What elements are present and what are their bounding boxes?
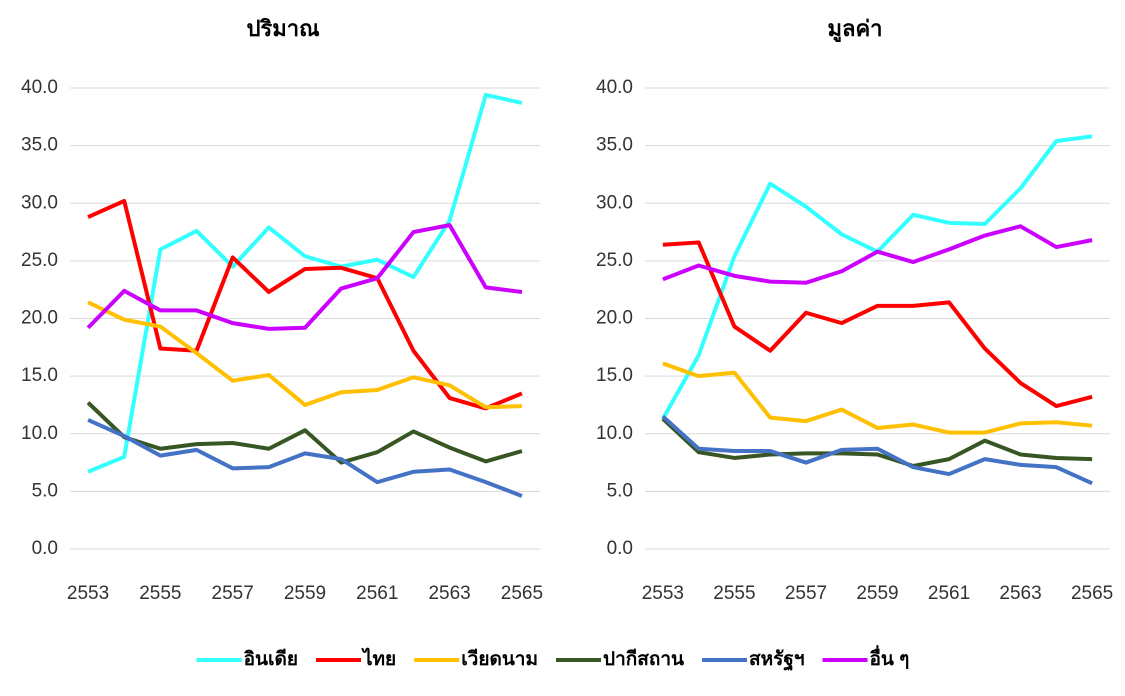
series-line xyxy=(86,401,523,465)
series-line xyxy=(662,224,1093,285)
chart-title: ปริมาณ xyxy=(246,16,319,41)
x-tick-label: 2557 xyxy=(785,583,827,604)
series-line xyxy=(87,418,523,498)
series-line xyxy=(661,414,1093,486)
legend-label: สหรัฐฯ xyxy=(749,649,804,672)
x-tick-label: 2559 xyxy=(284,583,326,604)
y-tick-label: 30.0 xyxy=(596,192,633,213)
series-line xyxy=(661,417,1093,469)
x-tick-label: 2559 xyxy=(856,583,898,604)
x-tick-label: 2553 xyxy=(67,583,109,604)
legend-label: อื่น ๆ xyxy=(870,645,910,670)
y-tick-label: 25.0 xyxy=(21,250,58,271)
x-tick-label: 2565 xyxy=(1071,583,1113,604)
legend-label: อินเดีย xyxy=(244,648,298,670)
y-tick-label: 40.0 xyxy=(21,77,58,98)
series-line xyxy=(87,198,523,411)
y-tick-label: 35.0 xyxy=(596,135,633,156)
series-line xyxy=(662,240,1093,409)
y-tick-label: 20.0 xyxy=(21,308,58,329)
y-tick-label: 40.0 xyxy=(596,77,633,98)
x-tick-label: 2557 xyxy=(212,583,254,604)
x-tick-label: 2561 xyxy=(356,583,398,604)
y-tick-label: 5.0 xyxy=(607,480,633,501)
legend-label: ปากีสถาน xyxy=(603,648,684,670)
x-tick-label: 2563 xyxy=(999,583,1041,604)
y-tick-label: 5.0 xyxy=(32,480,58,501)
y-tick-label: 35.0 xyxy=(21,135,58,156)
y-tick-label: 25.0 xyxy=(596,250,633,271)
y-tick-label: 0.0 xyxy=(32,538,58,559)
y-tick-label: 30.0 xyxy=(21,192,58,213)
x-tick-label: 2555 xyxy=(713,583,755,604)
y-tick-label: 20.0 xyxy=(596,308,633,329)
x-tick-label: 2561 xyxy=(928,583,970,604)
legend-label: เวียดนาม xyxy=(461,648,538,670)
x-tick-label: 2563 xyxy=(428,583,470,604)
chart-title: มูลค่า xyxy=(827,16,882,43)
legend-label: ไทย xyxy=(361,647,396,670)
y-tick-label: 15.0 xyxy=(21,365,58,386)
y-tick-label: 10.0 xyxy=(596,423,633,444)
series-line xyxy=(87,300,522,410)
y-tick-label: 15.0 xyxy=(596,365,633,386)
x-tick-label: 2565 xyxy=(501,583,543,604)
x-tick-label: 2553 xyxy=(642,583,684,604)
x-tick-label: 2555 xyxy=(139,583,181,604)
y-tick-label: 0.0 xyxy=(607,538,633,559)
y-tick-label: 10.0 xyxy=(21,423,58,444)
series-line xyxy=(662,361,1093,435)
series-line xyxy=(86,223,523,331)
series-line xyxy=(87,92,523,474)
